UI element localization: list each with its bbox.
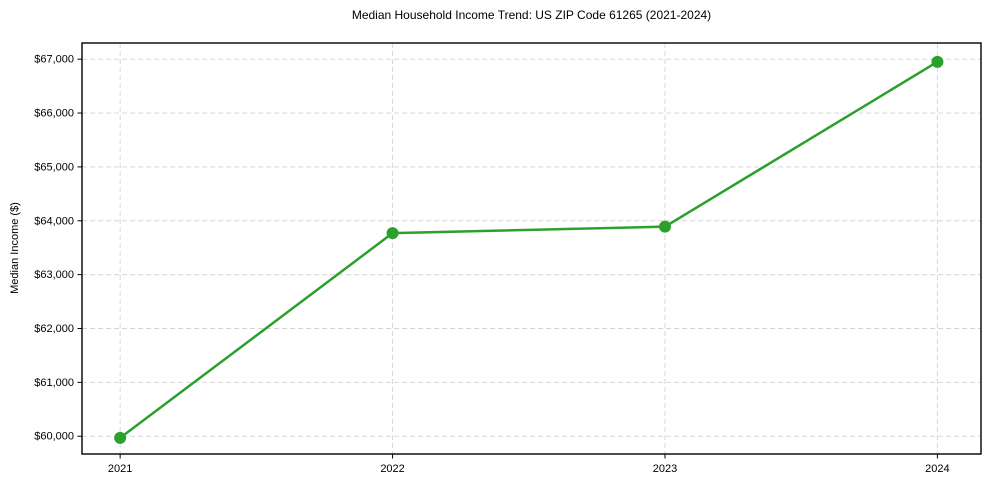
y-tick-label: $67,000 [34, 54, 74, 66]
x-tick-label: 2024 [925, 463, 949, 475]
x-tick-label: 2022 [380, 463, 404, 475]
y-tick-label: $64,000 [34, 215, 74, 227]
chart-title: Median Household Income Trend: US ZIP Co… [351, 8, 712, 22]
x-tick-label: 2021 [108, 463, 132, 475]
data-point [658, 220, 671, 233]
y-tick-label: $66,000 [34, 108, 74, 120]
y-tick-label: $61,000 [34, 377, 74, 389]
data-point [931, 55, 944, 68]
data-point [114, 431, 127, 444]
x-tick-label: 2023 [653, 463, 677, 475]
y-axis-label: Median Income ($) [9, 202, 21, 294]
y-tick-label: $60,000 [34, 431, 74, 443]
y-tick-label: $65,000 [34, 161, 74, 173]
data-line [118, 60, 939, 440]
y-tick-label: $62,000 [34, 323, 74, 335]
data-point [386, 227, 399, 240]
plot-border [81, 42, 982, 455]
y-tick-label: $63,000 [34, 269, 74, 281]
